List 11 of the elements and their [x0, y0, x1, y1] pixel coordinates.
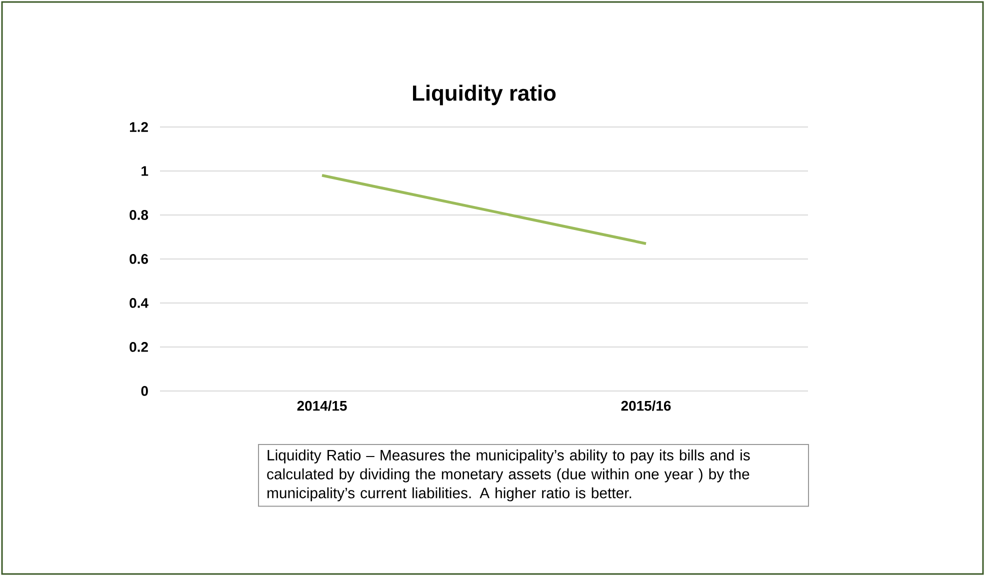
- y-tick-label: 0.2: [130, 342, 148, 352]
- y-tick-label: 0.4: [130, 298, 148, 308]
- x-tick-label: 2014/15: [297, 400, 347, 411]
- y-tick-label: 1: [142, 166, 148, 176]
- y-tick-label: 0.6: [130, 254, 148, 264]
- chart-title: Liquidity ratio: [413, 84, 556, 106]
- y-tick-label: 0.8: [130, 210, 148, 220]
- y-tick-label: 1.2: [130, 122, 148, 132]
- y-tick-label: 0: [141, 386, 148, 396]
- x-tick-label: 2015/16: [621, 400, 671, 411]
- text: Liquidity Ratio – Measures the municipality’s ability to pay its bills and is calculated by dividing the monetary assets (due within one year ) by the municipality’s current liabilities. A higher ratio is better.: [267, 449, 750, 502]
